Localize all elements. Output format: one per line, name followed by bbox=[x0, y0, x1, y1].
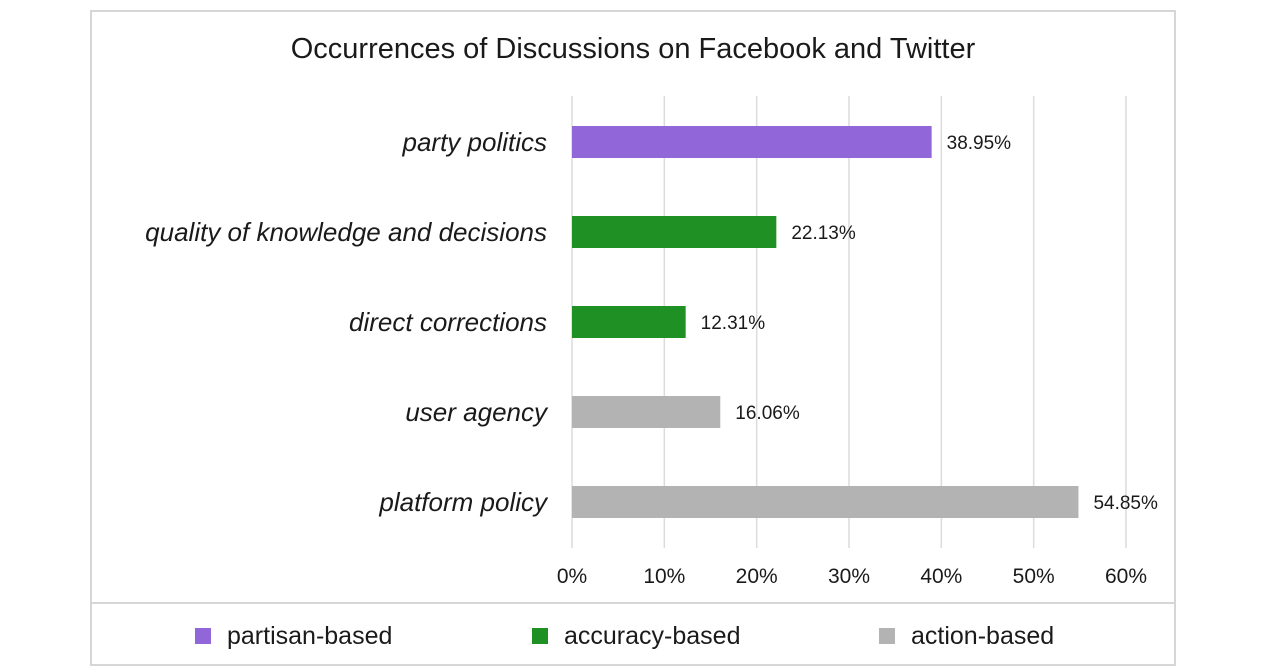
legend-item-action: action-based bbox=[879, 604, 1054, 668]
label-layer: party politics 38.95% quality of knowledge… bbox=[145, 127, 1158, 517]
x-tick-label: 20% bbox=[736, 565, 778, 588]
bar-chart: Occurrences of Discussions on Facebook a… bbox=[145, 33, 1158, 588]
x-axis-ticks: 0% 10% 20% 30% 40% 50% 60% bbox=[557, 565, 1147, 588]
legend-label-partisan: partisan-based bbox=[227, 621, 393, 650]
legend-swatch-action bbox=[879, 628, 895, 644]
bar-platform-policy bbox=[572, 486, 1079, 518]
x-tick-label: 50% bbox=[1013, 565, 1055, 588]
x-tick-label: 0% bbox=[557, 565, 587, 588]
x-tick-label: 40% bbox=[920, 565, 962, 588]
value-label: 12.31% bbox=[701, 313, 766, 334]
value-label: 54.85% bbox=[1093, 493, 1158, 514]
value-label: 16.06% bbox=[735, 403, 800, 424]
legend-label-action: action-based bbox=[911, 621, 1055, 650]
category-label: user agency bbox=[405, 397, 549, 427]
legend-item-accuracy: accuracy-based bbox=[532, 604, 740, 668]
bar-user-agency bbox=[572, 396, 721, 428]
bar-layer bbox=[572, 126, 1079, 518]
legend-item-partisan: partisan-based bbox=[195, 604, 392, 668]
bar-direct-corrections bbox=[572, 306, 686, 338]
x-tick-label: 10% bbox=[643, 565, 685, 588]
category-label: platform policy bbox=[378, 487, 549, 517]
legend-swatch-partisan bbox=[195, 628, 211, 644]
bar-quality-of-knowledge-and-decisions bbox=[572, 216, 777, 248]
value-label: 38.95% bbox=[947, 133, 1012, 154]
grid-layer bbox=[571, 96, 1127, 548]
bar-party-politics bbox=[572, 126, 932, 158]
category-label: quality of knowledge and decisions bbox=[145, 217, 547, 247]
category-label: party politics bbox=[402, 127, 548, 157]
category-label: direct corrections bbox=[349, 307, 547, 337]
x-tick-label: 60% bbox=[1105, 565, 1147, 588]
legend-swatch-accuracy bbox=[532, 628, 548, 644]
x-tick-label: 30% bbox=[828, 565, 870, 588]
legend-label-accuracy: accuracy-based bbox=[564, 621, 741, 650]
value-label: 22.13% bbox=[791, 223, 856, 244]
chart-title: Occurrences of Discussions on Facebook a… bbox=[291, 33, 976, 65]
legend: partisan-based accuracy-based action-bas… bbox=[90, 602, 1176, 666]
